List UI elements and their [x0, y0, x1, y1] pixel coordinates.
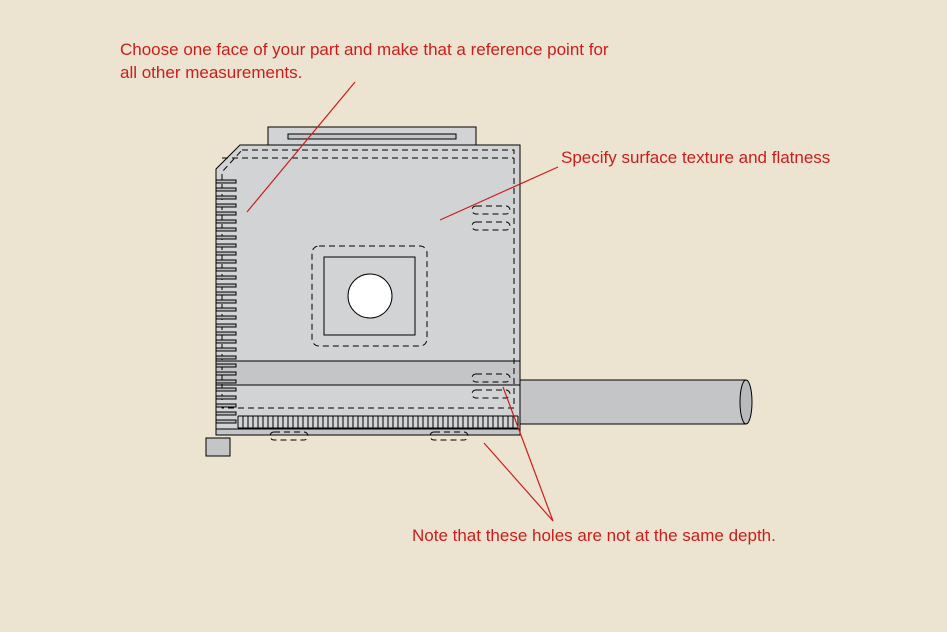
top-tab-slot	[288, 134, 456, 139]
leader-bottom-1	[484, 443, 553, 521]
diagram-canvas: Choose one face of your part and make th…	[0, 0, 947, 632]
annotation-bottom: Note that these holes are not at the sam…	[412, 525, 776, 548]
base-plate	[216, 429, 520, 435]
annotation-right: Specify surface texture and flatness	[561, 147, 830, 170]
annotation-top: Choose one face of your part and make th…	[120, 39, 609, 85]
center-feature	[312, 246, 427, 346]
shaft	[520, 380, 752, 424]
center-hole	[348, 274, 392, 318]
base-ledge	[206, 438, 230, 456]
